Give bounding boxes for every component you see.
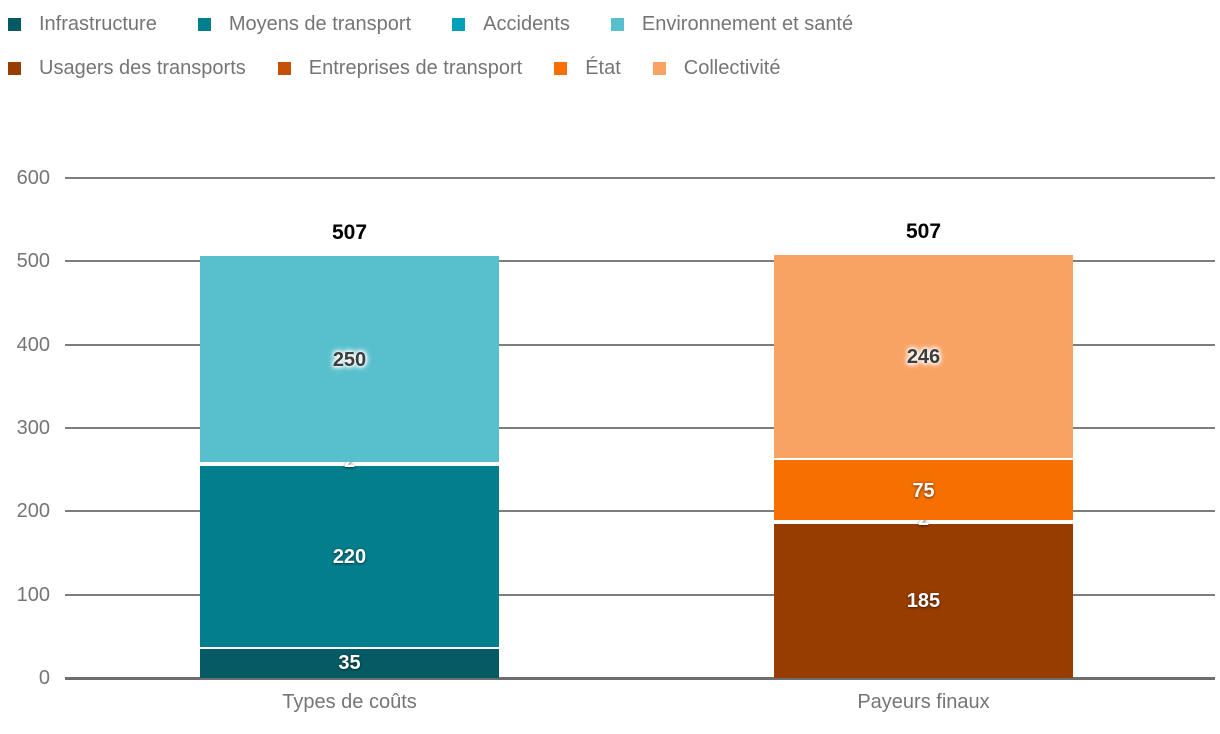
- legend-item-usagers-des-transports[interactable]: Usagers des transports: [8, 57, 246, 80]
- bar-segment-usagers-des-transports[interactable]: [774, 523, 1073, 678]
- legend-item-infrastructure[interactable]: Infrastructure: [8, 13, 157, 36]
- category-label: Types de coûts: [282, 691, 417, 713]
- bar-segment-value: 246: [906, 346, 941, 369]
- y-axis-label-600: 600: [16, 167, 50, 189]
- legend-swatch-icon: [197, 18, 211, 31]
- legend-item-environnement-et-sante[interactable]: Environnement et santé: [610, 13, 854, 36]
- bar-segment-value: 250: [332, 348, 367, 371]
- legend-label: Entreprises de transport: [308, 57, 523, 79]
- legend-row-1: Infrastructure Moyens de transport Acciden…: [8, 13, 853, 36]
- legend-label: Infrastructure: [39, 13, 157, 35]
- bar-segment-value: 185: [906, 589, 941, 612]
- y-axis-label-400: 400: [16, 333, 50, 356]
- legend-swatch-icon: [652, 62, 666, 75]
- bar-segment-infrastructure[interactable]: [200, 648, 499, 678]
- gridline-0: [65, 677, 1215, 680]
- bar-total-label: 507: [905, 219, 942, 243]
- bar-segment-environnement-et-sante[interactable]: [200, 255, 499, 462]
- legend-swatch-icon: [277, 62, 291, 75]
- bar-segment-etat[interactable]: [774, 459, 1073, 521]
- gridline-400: [65, 343, 1215, 346]
- y-axis-label-300: 300: [16, 417, 50, 439]
- gridline-200: [65, 510, 1215, 513]
- category-label: Payeurs finaux: [857, 691, 990, 713]
- legend-label: Collectivité: [683, 57, 781, 79]
- gridline-100: [65, 593, 1215, 596]
- legend-label: Environnement et santé: [641, 13, 854, 35]
- legend-item-etat[interactable]: État: [554, 57, 621, 80]
- legend-item-entreprises-de-transport[interactable]: Entreprises de transport: [277, 57, 523, 80]
- bar-segment-value: 35: [338, 652, 361, 675]
- legend-swatch-icon: [610, 18, 624, 31]
- bar-segment-value: 75: [912, 479, 935, 502]
- bar-segment-value: 220: [332, 546, 367, 569]
- y-axis-label-0: 0: [38, 667, 50, 689]
- y-axis-label-200: 200: [16, 500, 50, 523]
- legend-item-moyens-de-transport[interactable]: Moyens de transport: [197, 13, 412, 36]
- bar-segment-moyens-de-transport[interactable]: [200, 465, 499, 647]
- legend-label: Usagers des transports: [39, 57, 246, 79]
- legend-item-collectivite[interactable]: Collectivité: [652, 57, 781, 80]
- legend-swatch-icon: [452, 18, 466, 31]
- legend-label: Accidents: [483, 13, 570, 35]
- legend-item-accidents[interactable]: Accidents: [452, 13, 570, 36]
- y-axis-label-500: 500: [16, 250, 50, 273]
- legend-swatch-icon: [8, 18, 21, 31]
- legend-label: Moyens de transport: [228, 13, 412, 35]
- gridline-500: [65, 260, 1215, 263]
- bar-segment-collectivite[interactable]: [774, 254, 1073, 458]
- bar-total-label: 507: [331, 220, 368, 244]
- gridline-600: [65, 177, 1215, 179]
- legend-label: État: [585, 57, 621, 79]
- y-axis-label-100: 100: [16, 583, 50, 606]
- legend-swatch-icon: [554, 62, 568, 75]
- chart-legend: Infrastructure Moyens de transport Acciden…: [8, 13, 853, 80]
- legend-row-2: Usagers des transports Entreprises de tra…: [8, 57, 853, 80]
- legend-swatch-icon: [8, 62, 21, 75]
- gridline-300: [65, 427, 1215, 429]
